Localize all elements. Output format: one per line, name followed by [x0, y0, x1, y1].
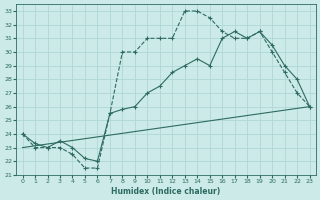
X-axis label: Humidex (Indice chaleur): Humidex (Indice chaleur) — [111, 187, 221, 196]
